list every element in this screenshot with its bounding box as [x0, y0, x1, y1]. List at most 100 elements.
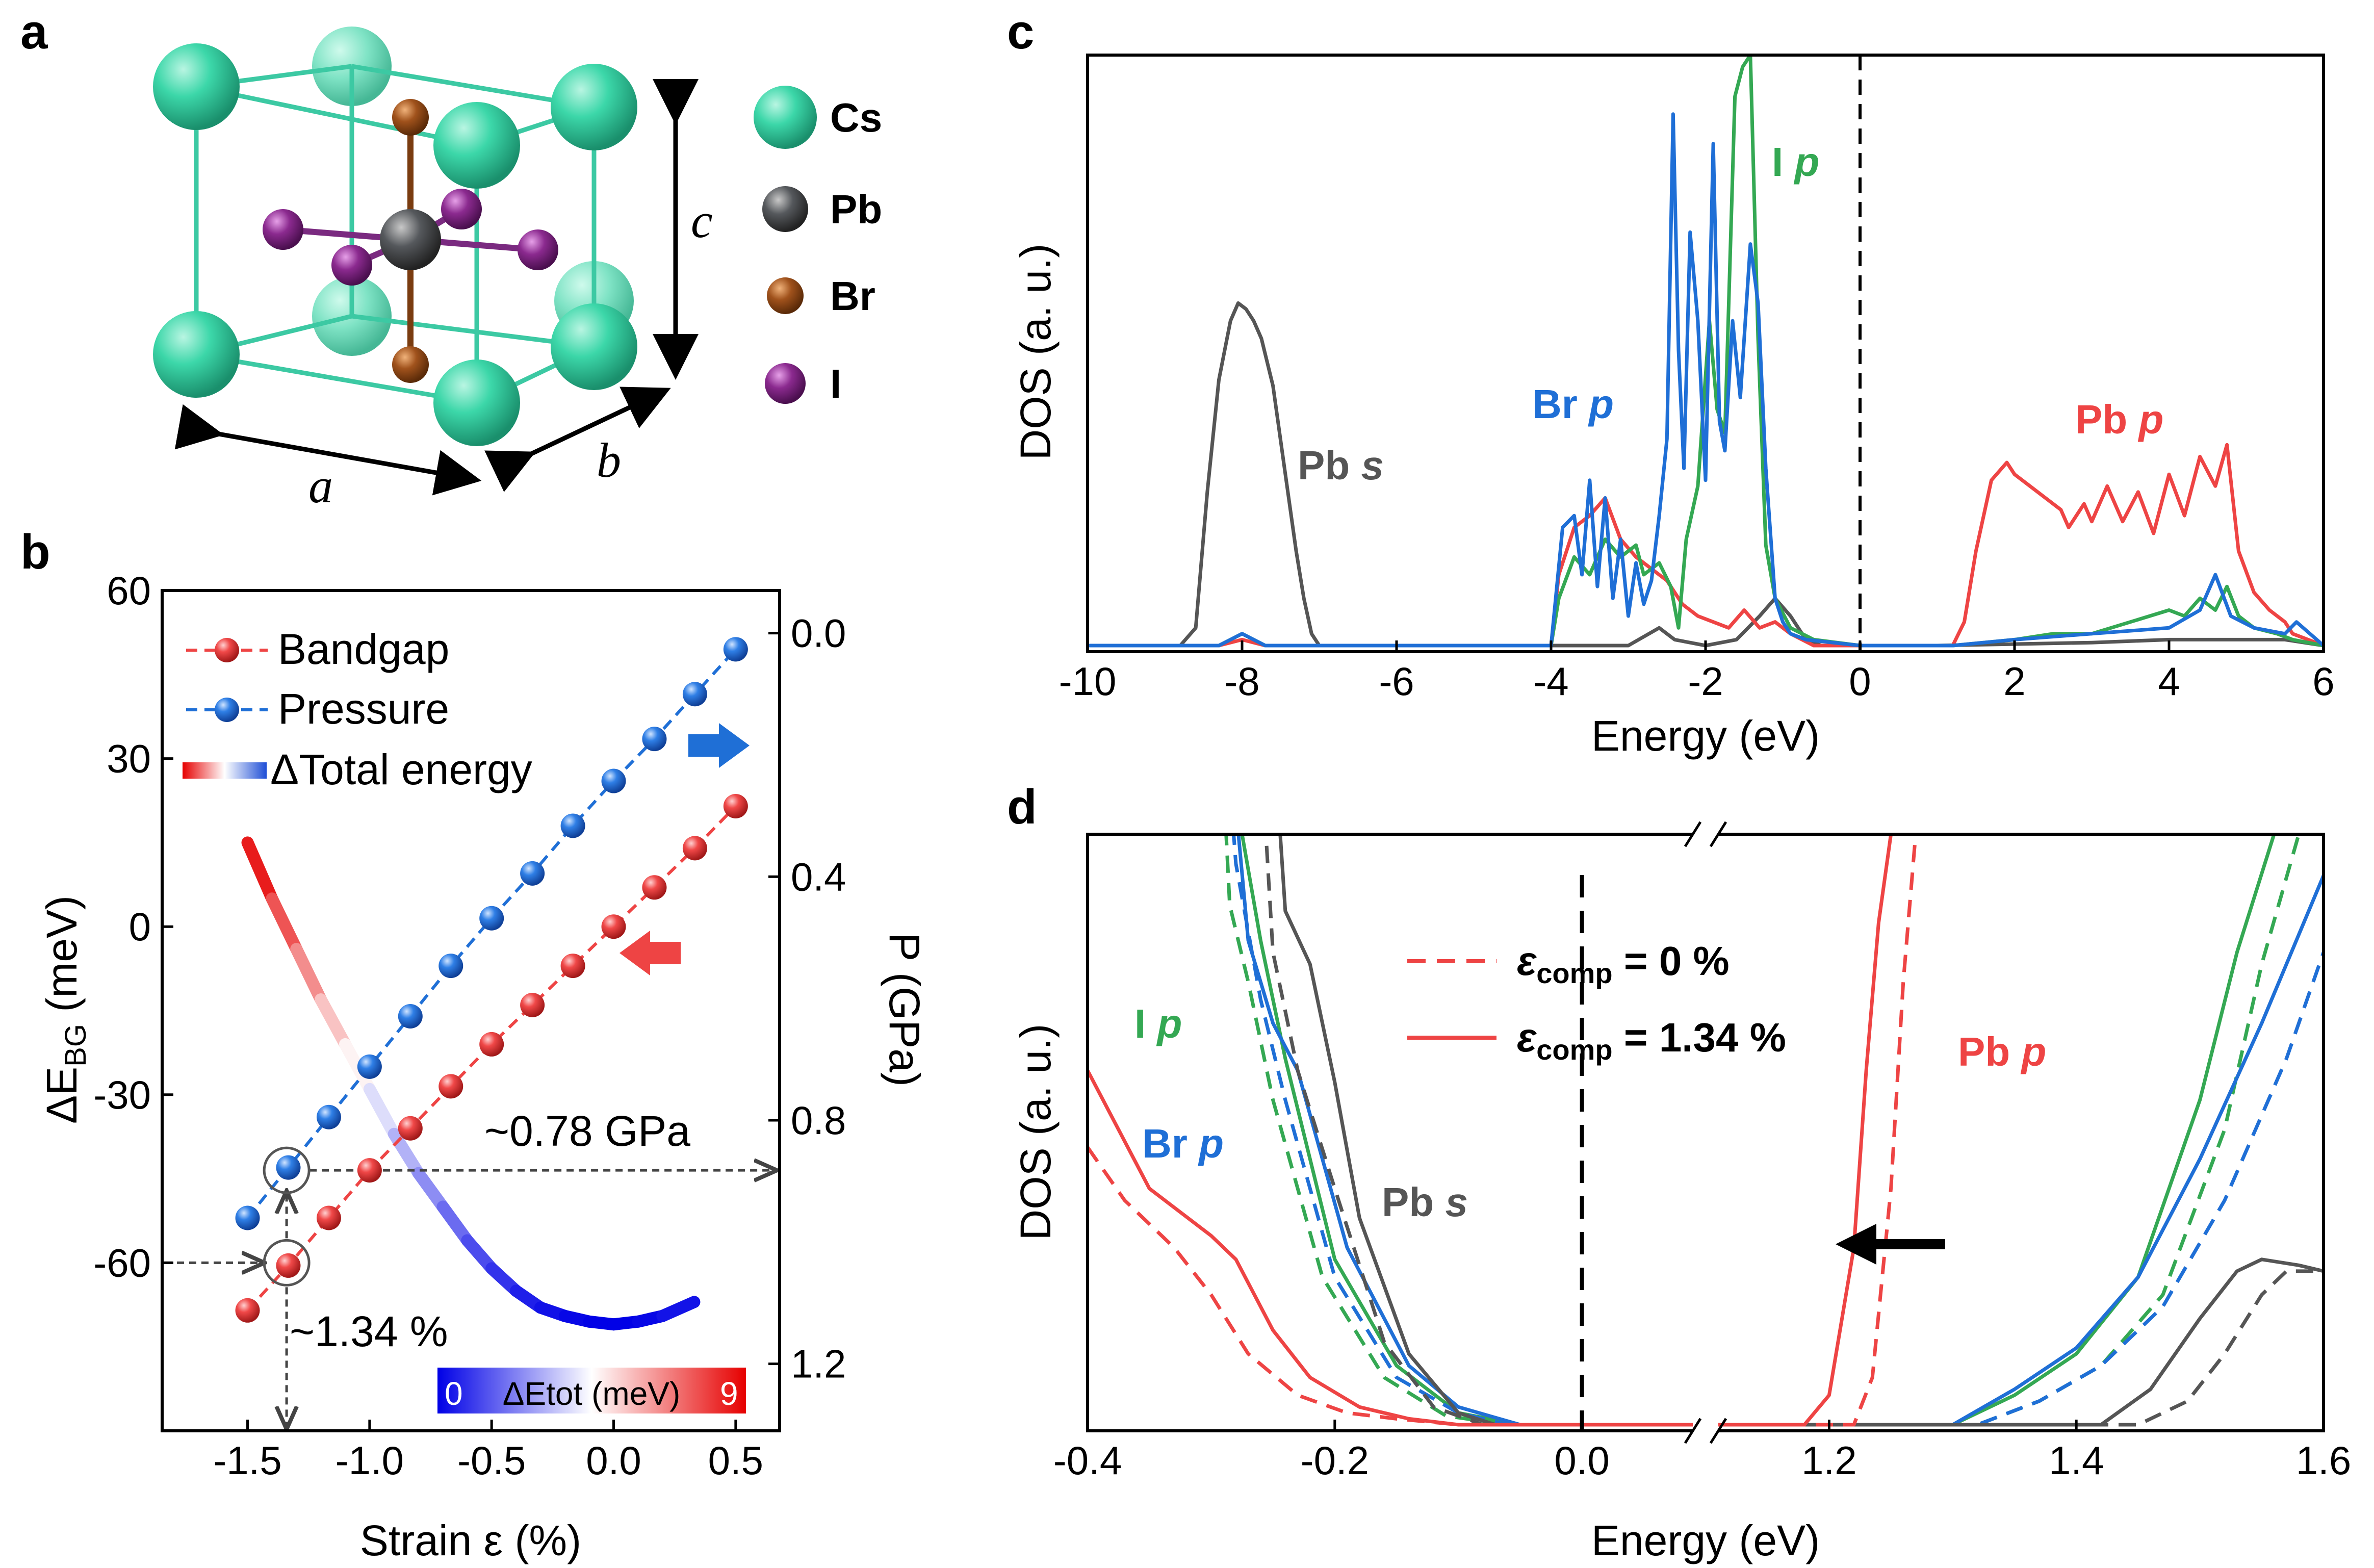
panel-letter-b: b	[20, 525, 50, 579]
legend-bandgap-label: Bandgap	[278, 625, 449, 673]
y-tick-label-right-b: 0.0	[791, 611, 846, 656]
cs-atom	[551, 64, 637, 150]
pressure-point	[479, 906, 504, 931]
total-energy-segment	[266, 892, 303, 956]
bandgap-point	[235, 1298, 260, 1323]
legend-i-swatch	[765, 363, 806, 404]
b-axis-arrow	[484, 387, 671, 492]
dos-line-pb-p	[1088, 443, 2324, 648]
x-tick-label-b: 0.0	[586, 1438, 641, 1483]
label-i-p-c: I p	[1772, 139, 1819, 185]
pressure-point	[642, 727, 667, 752]
label-pb-p-d: Pb p	[1958, 1029, 2046, 1074]
pressure-point	[316, 1104, 341, 1129]
axes-frame-b	[161, 589, 781, 1432]
panel-d: d -0.4 -0.2 0.0 1.2 1.4 1.6 Energy (eV) DOS (…	[1007, 780, 2351, 1564]
panel-letter-c: c	[1007, 5, 1034, 59]
legend-bandgap-marker	[215, 638, 239, 662]
x-tick-label-d: 1.4	[2049, 1438, 2104, 1483]
pb-atom	[380, 209, 441, 270]
total-energy-segment	[461, 1234, 498, 1275]
total-energy-segment	[656, 1296, 701, 1322]
y-axis-label-right-b: P (GPa)	[881, 933, 928, 1087]
highlight-pressure-point	[263, 1146, 311, 1194]
x-tick-label-c: -2	[1688, 659, 1723, 704]
colorbar-b: 0 ΔEtot (meV) 9	[437, 1368, 746, 1413]
b-axis-label: b	[597, 433, 621, 487]
i-atom	[331, 245, 372, 286]
dos-line-pb-s-1-34	[1706, 1257, 2324, 1427]
y-tick-label-left-b: 0	[129, 904, 151, 949]
pressure-point	[438, 954, 463, 979]
y-tick-label-left-b: -30	[93, 1072, 151, 1117]
pressure-annotation: ~0.78 GPa	[484, 1107, 690, 1155]
x-tick-label-c: 0	[1849, 659, 1871, 704]
bandgap-point	[276, 1253, 301, 1278]
pressure-point	[682, 682, 707, 707]
x-tick-label-d: 0.0	[1554, 1438, 1609, 1483]
dos-line-br-p-1-34	[1236, 834, 1706, 1427]
pressure-point	[601, 768, 626, 793]
highlight-bandgap-point	[263, 1239, 311, 1287]
x-tick-label-d: 1.6	[2296, 1438, 2351, 1483]
cs-atom	[433, 359, 520, 446]
x-tick-label-c: 4	[2158, 659, 2180, 704]
x-tick-label-c: -10	[1059, 659, 1117, 704]
label-pb-p-c: Pb p	[2075, 397, 2163, 442]
dos-line-br-p-0	[1231, 834, 1706, 1427]
bandgap-point	[601, 914, 626, 939]
y-tick-label-right-b: 0.4	[791, 854, 846, 899]
axes-frame-d	[1086, 833, 2325, 1432]
x-tick-label-c: -4	[1533, 659, 1568, 704]
pressure-point	[560, 813, 585, 838]
y-axis-label-left-b: ΔEBG (meV)	[38, 895, 92, 1124]
left-axis-arrow-icon	[620, 931, 681, 975]
pressure-point	[235, 1205, 260, 1230]
y-tick-label-left-b: 30	[107, 736, 151, 781]
x-tick-label-b: -1.0	[336, 1438, 404, 1483]
cs-atom	[153, 311, 240, 398]
lattice-arrows	[174, 79, 699, 496]
axis-break-d	[1684, 821, 1727, 1444]
bandgap-point	[642, 875, 667, 900]
dos-line-pb-s-1-34	[1278, 834, 1706, 1427]
dos-line-i-p-0	[1706, 834, 2301, 1427]
cs-atom	[433, 102, 520, 189]
y-axis-label-c: DOS (a. u.)	[1012, 244, 1060, 460]
x-tick-label-b: -1.5	[213, 1438, 281, 1483]
bandgap-point	[316, 1205, 341, 1230]
label-i-p-d: I p	[1134, 1001, 1182, 1046]
shift-arrow-icon	[1836, 1224, 1945, 1265]
legend-br-swatch	[767, 277, 804, 314]
total-energy-segment	[412, 1167, 449, 1213]
bandgap-point	[682, 836, 707, 861]
dos-line-i-p	[1088, 55, 2324, 648]
colorbar-gradient	[437, 1368, 746, 1413]
legend-i-label: I	[830, 361, 841, 406]
br-atom	[392, 99, 429, 136]
br-atom	[392, 346, 429, 383]
legend-total-energy-swatch	[183, 762, 267, 779]
panel-a: a	[20, 5, 882, 513]
strain-annotation: ~1.34 %	[290, 1307, 448, 1355]
total-energy-segment	[315, 993, 351, 1050]
dos-line-i-p-0	[1224, 834, 1706, 1427]
legend-pb-label: Pb	[830, 187, 882, 232]
dos-line-br-p-0	[1706, 952, 2324, 1427]
x-axis-label-c: Energy (eV)	[1591, 712, 1820, 760]
x-tick-label-b: 0.5	[708, 1438, 763, 1483]
i-atom	[441, 189, 482, 229]
y-axis-label-d: DOS (a. u.)	[1012, 1024, 1060, 1241]
dos-line-br-p-1-34	[1706, 875, 2324, 1427]
dos-line-pb-p-1-34	[1088, 1069, 1706, 1427]
panel-letter-d: d	[1007, 780, 1037, 834]
legend-cs-label: Cs	[830, 95, 882, 140]
total-energy-segment	[241, 836, 278, 905]
y-tick-label-right-b: 0.8	[791, 1098, 846, 1143]
x-tick-label-d: -0.4	[1053, 1438, 1122, 1483]
label-br-p-c: Br p	[1532, 381, 1614, 427]
colorbar-title: ΔEtot (meV)	[503, 1375, 681, 1412]
label-pb-s-c: Pb s	[1298, 443, 1384, 488]
colorbar-max-label: 9	[720, 1375, 738, 1412]
total-energy-segment	[290, 943, 327, 1006]
